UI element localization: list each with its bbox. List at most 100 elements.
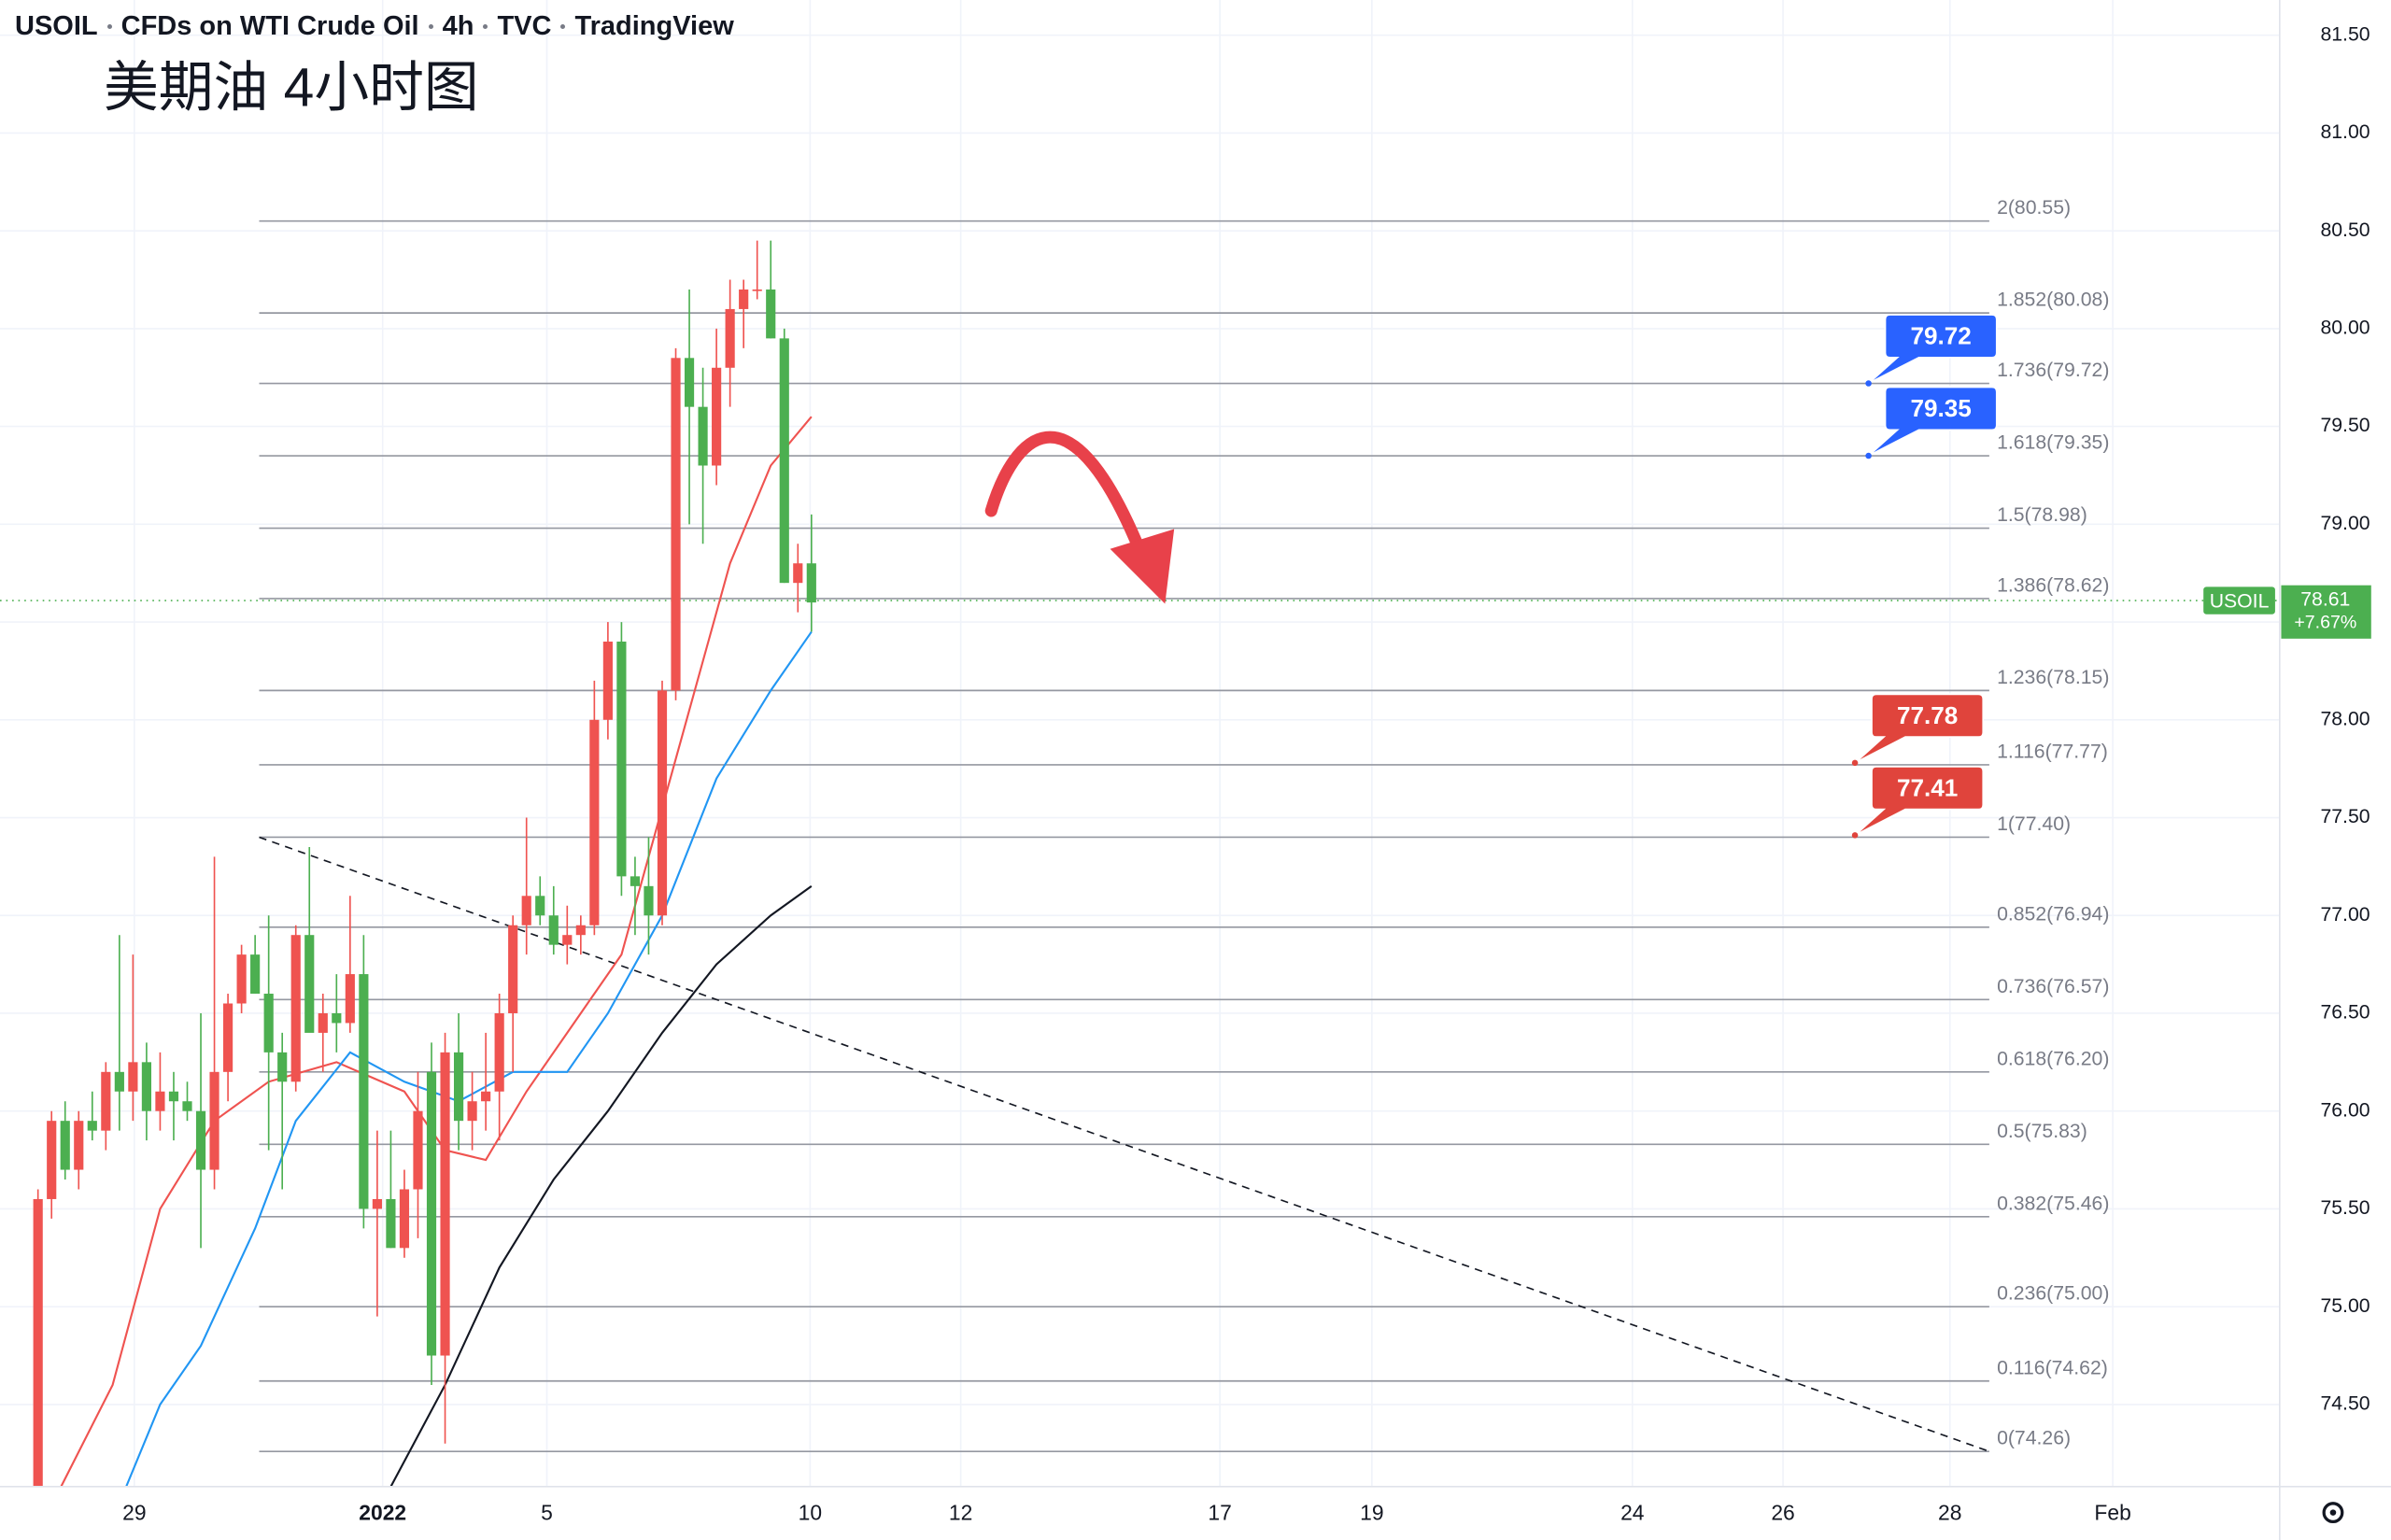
x-tick-label: 26: [1771, 1500, 1794, 1524]
separator: [106, 24, 112, 29]
candle-body: [101, 1071, 111, 1131]
x-tick-label: 28: [1938, 1500, 1961, 1524]
callout-label: 79.35: [1910, 394, 1971, 422]
fib-label: 1.236(78.15): [1997, 667, 2109, 688]
fib-label: 1.386(78.62): [1997, 574, 2109, 596]
y-tick-label: 81.00: [2320, 121, 2370, 143]
y-tick-label: 74.50: [2320, 1392, 2370, 1414]
gear-ring[interactable]: [2322, 1502, 2344, 1524]
x-tick-label: 17: [1208, 1500, 1231, 1524]
fib-label: 1.5(78.98): [1997, 504, 2087, 526]
y-tick-label: 76.50: [2320, 1002, 2370, 1024]
price-tag-change: +7.67%: [2294, 613, 2356, 633]
symbol-tag-label: USOIL: [2210, 590, 2270, 612]
callout-anchor: [1865, 452, 1872, 459]
plot: 2(80.55) 1.852(80.08) 1.736(79.72) 1.618(79…: [0, 197, 2280, 1488]
fib-label: 1.618(79.35): [1997, 432, 2109, 454]
callout-label: 79.72: [1910, 321, 1971, 349]
candle-body: [168, 1091, 179, 1102]
candle-body: [508, 925, 518, 1013]
fib-label: 1.852(80.08): [1997, 290, 2109, 311]
candle-body: [263, 994, 274, 1053]
arrow-annotation: [984, 431, 1142, 548]
fib-label: 0.382(75.46): [1997, 1193, 2109, 1214]
candle-body: [467, 1101, 477, 1122]
candle-body: [630, 876, 641, 886]
candle-body: [182, 1101, 192, 1111]
candle-body: [548, 915, 559, 945]
fib-label: 1.736(79.72): [1997, 360, 2109, 381]
separator: [560, 24, 566, 29]
candle-body: [304, 935, 315, 1033]
candle-body: [332, 1012, 342, 1024]
callout-box: [1868, 314, 1998, 385]
source: TradingView: [574, 11, 734, 41]
y-tick-label: 81.50: [2320, 23, 2370, 45]
x-tick-label: 5: [541, 1500, 553, 1524]
candle-body: [155, 1091, 165, 1111]
gear-hub[interactable]: [2329, 1509, 2337, 1516]
grid: [0, 0, 2280, 1487]
candle-body: [589, 719, 600, 925]
fib-label: 2(80.55): [1997, 197, 2071, 219]
candle-body: [386, 1198, 396, 1249]
moving-average: [389, 884, 813, 1488]
candle-body: [209, 1071, 219, 1170]
y-tick-label: 80.00: [2320, 317, 2370, 338]
candle-body: [413, 1110, 423, 1190]
candle-body: [521, 896, 531, 925]
callout-anchor: [1865, 380, 1872, 387]
x-tick-label: 24: [1620, 1500, 1645, 1524]
candle-body: [644, 885, 654, 916]
fib-label: 0.736(76.57): [1997, 976, 2109, 997]
candle-body: [74, 1121, 84, 1170]
candle-body: [195, 1110, 206, 1170]
candle-body: [345, 974, 355, 1024]
candle-body: [535, 896, 545, 916]
x-tick-label: 2022: [359, 1500, 406, 1524]
candle-body: [752, 289, 762, 291]
interval: 4h: [442, 11, 474, 41]
candle-body: [712, 367, 722, 466]
y-tick-label: 78.00: [2320, 708, 2370, 729]
fib-label: 1.116(77.77): [1997, 742, 2108, 763]
candle-body: [399, 1189, 410, 1249]
candle-body: [359, 974, 369, 1209]
candle-body: [141, 1062, 151, 1111]
exchange: TVC: [497, 11, 552, 41]
subtitle: 美期油 4小时图: [104, 57, 479, 118]
y-tick-label: 79.00: [2320, 513, 2370, 534]
candle-body: [128, 1062, 138, 1092]
candle-body: [222, 1003, 233, 1072]
y-tick-label: 77.50: [2320, 806, 2370, 827]
candle-body: [602, 642, 613, 720]
trendline: [259, 836, 1990, 1452]
candle-body: [779, 338, 789, 584]
callout-anchor: [1851, 759, 1859, 767]
separator: [428, 24, 433, 29]
candle-body: [806, 563, 816, 603]
x-tick-label: 29: [122, 1500, 146, 1524]
candle-body: [277, 1052, 288, 1082]
candle-body: [47, 1121, 57, 1199]
symbol-tag: [2203, 586, 2275, 615]
settings-icon[interactable]: [2322, 1502, 2344, 1524]
y-tick-label: 77.00: [2320, 904, 2370, 925]
moving-average: [60, 416, 813, 1488]
y-tick-label: 80.50: [2320, 219, 2370, 241]
candle-body: [739, 289, 749, 309]
x-tick-label: 10: [799, 1500, 822, 1524]
candle-body: [453, 1052, 464, 1122]
candle-body: [766, 289, 776, 339]
candle-body: [372, 1198, 382, 1209]
candle-body: [114, 1071, 124, 1092]
candle-body: [494, 1012, 504, 1092]
candle-body: [657, 690, 668, 916]
fib-label: 1(77.40): [1997, 813, 2071, 835]
candle-body: [725, 308, 735, 368]
candle-body: [33, 1198, 43, 1487]
header: USOIL CFDs on WTI Crude Oil 4h TVC Tradi…: [15, 11, 734, 42]
y-tick-label: 75.00: [2320, 1295, 2370, 1317]
candle-body: [318, 1012, 328, 1033]
